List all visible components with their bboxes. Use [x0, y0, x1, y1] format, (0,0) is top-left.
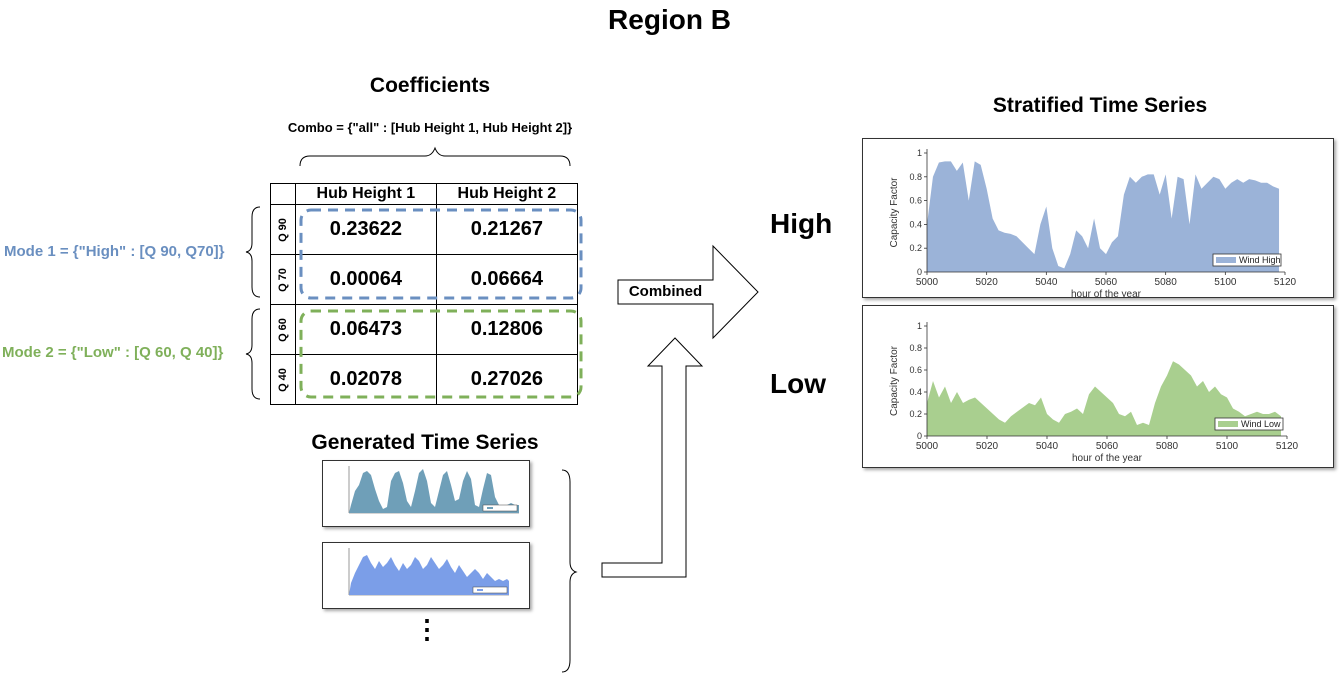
high-chart-panel: 0 0.2 0.4 0.6 0.8 1 5000 5020 5040 5060 5080 5100 51…: [862, 138, 1334, 300]
coefficients-heading: Coefficients: [369, 74, 491, 97]
right-arrow: [617, 244, 759, 340]
y-tick-label: 1: [917, 148, 922, 158]
series-area: [927, 161, 1280, 272]
column-header: Hub Height 2: [435, 183, 578, 205]
legend-swatch: [1218, 421, 1238, 427]
y-tick-label: 0: [917, 267, 922, 277]
y-tick-label: 0.4: [909, 387, 922, 397]
y-tick-label: 0.8: [909, 343, 922, 353]
more-series-ellipsis: ⋮: [414, 614, 440, 644]
low-chart: 0 0.2 0.4 0.6 0.8 1 5000 5020 5040 5060 5080 5100 51…: [889, 321, 1299, 464]
x-tick-label: 5060: [1095, 277, 1118, 288]
row-label: Q 60: [270, 304, 296, 355]
row-label: Q 40: [270, 354, 296, 405]
mode-low-outline: [299, 309, 583, 399]
mode-outlines: [299, 208, 583, 399]
x-tick-label: 5100: [1214, 277, 1237, 288]
combo-label: Combo = {"all" : [Hub Height 1, Hub Heig…: [287, 120, 573, 135]
x-tick-label: 5040: [1036, 441, 1059, 452]
series-area: [927, 361, 1281, 436]
legend-label: Wind High: [1239, 255, 1281, 265]
y-axis-label: Capacity Factor: [889, 177, 900, 248]
y-tick-label: 0.6: [909, 365, 922, 375]
row-label: Q 90: [270, 204, 296, 255]
column-header: Hub Height 1: [294, 183, 437, 205]
legend-swatch: [1216, 257, 1236, 263]
mode-2-label: Mode 2 = {"Low" : [Q 60, Q 40]}: [2, 344, 224, 361]
legend-label: Wind Low: [1241, 419, 1281, 429]
low-label: Low: [770, 368, 826, 399]
coefficient-cell: 0.23622: [294, 204, 437, 255]
y-tick-label: 0.2: [909, 409, 922, 419]
combo-brace: [299, 146, 571, 167]
y-tick-label: 0.2: [909, 243, 922, 253]
table-row: Q 90 0.23622 0.21267: [270, 204, 578, 255]
generated-series-thumbnail-chart-2: [348, 548, 509, 596]
row-label: Q 70: [270, 254, 296, 305]
mode-braces: [245, 206, 261, 400]
generated-series-thumbnail-chart-1: [348, 466, 519, 514]
x-tick-label: 5020: [976, 277, 999, 288]
low-chart-panel: 0 0.2 0.4 0.6 0.8 1 5000 5020 5040 5060 5080 5100 51…: [862, 305, 1334, 468]
x-tick-label: 5120: [1274, 277, 1297, 288]
y-tick-label: 0.4: [909, 219, 922, 229]
coefficient-cell: 0.21267: [435, 204, 578, 255]
x-tick-label: 5020: [976, 441, 999, 452]
x-axis-label: hour of the year: [1072, 453, 1143, 464]
combined-arrows: [601, 244, 759, 578]
x-tick-label: 5080: [1156, 441, 1179, 452]
x-tick-label: 5040: [1035, 277, 1058, 288]
x-tick-label: 5120: [1276, 441, 1299, 452]
coefficients-table: Hub Height 1 Hub Height 2 Q 90 0.23622 0…: [270, 183, 578, 405]
x-axis-label: hour of the year: [1071, 289, 1142, 297]
x-tick-label: 5000: [916, 441, 939, 452]
generated-heading: Generated Time Series: [311, 431, 539, 454]
generated-brace: [561, 469, 578, 673]
stratified-heading: Stratified Time Series: [992, 94, 1208, 117]
page-title: Region B: [608, 4, 731, 35]
up-arrow: [601, 337, 704, 578]
generated-series-thumbnail-1: [322, 460, 530, 527]
y-axis-label: Capacity Factor: [889, 345, 900, 416]
high-chart: 0 0.2 0.4 0.6 0.8 1 5000 5020 5040 5060 5080 5100 51…: [889, 148, 1297, 300]
mode-high-outline: [299, 208, 583, 300]
x-tick-label: 5080: [1155, 277, 1178, 288]
mode-1-label: Mode 1 = {"High" : [Q 90, Q70]}: [4, 243, 225, 260]
x-tick-label: 5060: [1096, 441, 1119, 452]
high-label: High: [770, 208, 833, 239]
combined-label: Combined: [628, 283, 703, 300]
y-tick-label: 0.6: [909, 196, 922, 206]
x-tick-label: 5100: [1216, 441, 1239, 452]
y-tick-label: 0: [917, 431, 922, 441]
x-tick-label: 5000: [916, 277, 939, 288]
y-tick-label: 0.8: [909, 172, 922, 182]
generated-series-thumbnail-2: [322, 542, 530, 609]
table-corner: [270, 183, 296, 205]
y-tick-label: 1: [917, 321, 922, 331]
